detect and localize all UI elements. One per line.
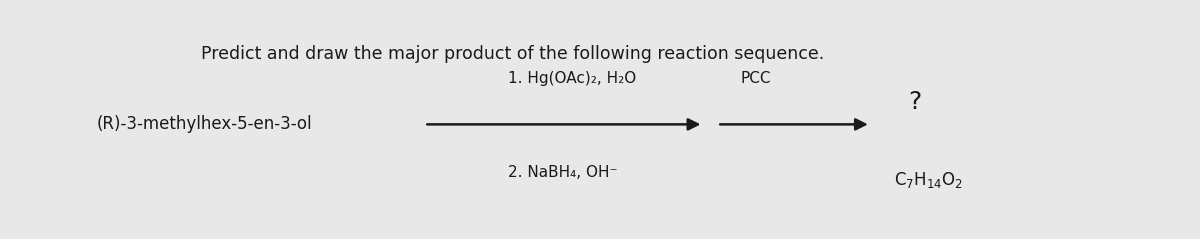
Text: ?: ? (908, 90, 922, 114)
Text: Predict and draw the major product of the following reaction sequence.: Predict and draw the major product of th… (202, 45, 824, 63)
Text: (R)-3-methylhex-5-en-3-ol: (R)-3-methylhex-5-en-3-ol (97, 115, 313, 133)
Text: 2. NaBH₄, OH⁻: 2. NaBH₄, OH⁻ (508, 165, 618, 180)
Text: PCC: PCC (740, 71, 772, 86)
Text: 1. Hg(OAc)₂, H₂O: 1. Hg(OAc)₂, H₂O (508, 71, 636, 86)
Text: $\mathregular{C_7H_{14}O_2}$: $\mathregular{C_7H_{14}O_2}$ (894, 170, 964, 190)
